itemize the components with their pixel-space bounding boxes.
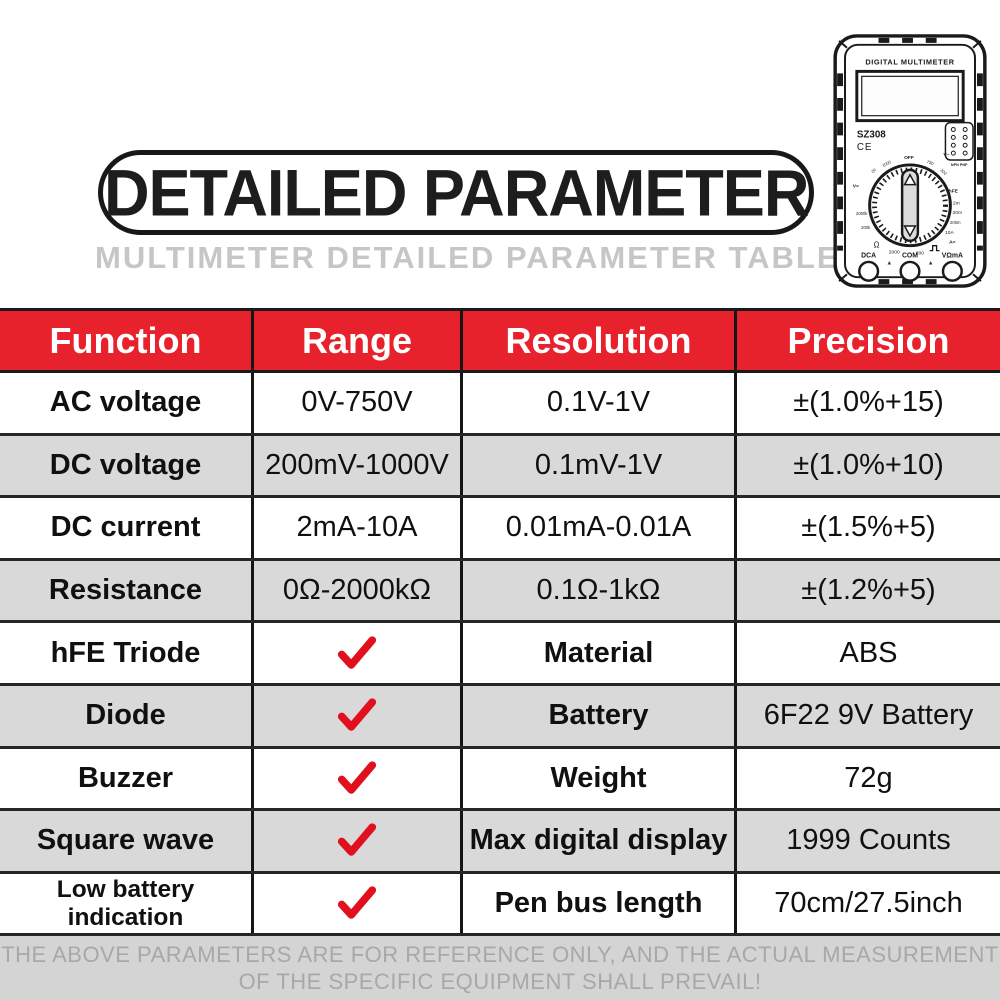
cell-spec-label: Weight — [463, 748, 737, 809]
table-header-row: Function Range Resolution Precision — [0, 308, 1000, 373]
meter-model-label: SZ308 — [857, 129, 886, 140]
dial-label: hFE — [949, 189, 959, 195]
column-header-precision: Precision — [787, 319, 950, 361]
column-header-resolution: Resolution — [463, 311, 737, 370]
cell-supported — [254, 685, 463, 746]
cell-range: 200mV-1000V — [254, 435, 463, 496]
disclaimer-footer: THE ABOVE PARAMETERS ARE FOR REFERENCE O… — [0, 936, 1000, 1000]
cell-resolution: 0.1V-1V — [463, 373, 737, 433]
checkmark-icon — [337, 886, 377, 919]
cell-precision: ±(1.0%+10) — [793, 448, 944, 481]
transistor-socket — [944, 121, 974, 161]
dial-label: 200 — [916, 251, 924, 257]
disclaimer-line-1: THE ABOVE PARAMETERS ARE FOR REFERENCE O… — [1, 941, 999, 967]
cell-resolution: 0.1Ω-1kΩ — [463, 560, 737, 621]
table-row: Diode Battery 6F22 9V Battery — [0, 685, 1000, 749]
cell-function: Buzzer — [0, 748, 254, 809]
cell-spec-label: Pen bus length — [463, 873, 737, 934]
parameter-table: Function Range Resolution Precision AC v… — [0, 308, 1000, 937]
table-row: Square wave Max digital display 1999 Cou… — [0, 811, 1000, 874]
cell-function: Diode — [0, 685, 254, 746]
checkmark-icon — [337, 635, 377, 669]
checkmark-icon — [337, 823, 377, 857]
cell-spec-value: 6F22 9V Battery — [763, 699, 974, 732]
cell-precision: ±(1.0%+15) — [793, 386, 944, 419]
cell-supported — [254, 748, 463, 809]
page-subtitle: MULTIMETER DETAILED PARAMETER TABLE — [95, 240, 840, 275]
dial-label: 20m — [952, 210, 962, 216]
dial-label: V~ — [943, 152, 949, 158]
dial-label: 2000 — [889, 250, 900, 256]
dial-label: V= — [853, 184, 859, 190]
dial-label: 200k — [861, 225, 871, 230]
cell-range: 0Ω-2000kΩ — [254, 560, 463, 621]
dial-label: 200 — [939, 167, 948, 176]
ce-mark: CE — [857, 142, 873, 153]
cell-range: 0V-750V — [254, 373, 463, 433]
jack-hole — [858, 260, 880, 282]
disclaimer-line-2: OF THE SPECIFIC EQUIPMENT SHALL PREVAIL! — [238, 968, 762, 994]
cell-spec-value: ABS — [839, 636, 898, 669]
cell-function: Low battery indication — [0, 873, 254, 934]
socket-label: NPN PNP — [951, 163, 968, 167]
table-row: AC voltage 0V-750V 0.1V-1V ±(1.0%+15) — [0, 373, 1000, 436]
dial-label: 750 — [926, 159, 935, 167]
jack-hole — [899, 260, 921, 282]
table-row: DC voltage 200mV-1000V 0.1mV-1V ±(1.0%+1… — [0, 435, 1000, 499]
table-row: hFE Triode Material ABS — [0, 623, 1000, 686]
dial-label: Ω — [874, 241, 880, 250]
dial-label: 1000 — [881, 159, 892, 168]
jack-label-vohmma: VΩmA — [942, 253, 963, 260]
lcd-display — [855, 69, 965, 123]
cell-resolution: 0.01mA-0.01A — [463, 498, 737, 558]
cell-function: Square wave — [0, 811, 254, 871]
dial-label: A= — [949, 240, 956, 246]
dial-label: OFF — [904, 155, 914, 161]
rotary-dial — [868, 163, 952, 252]
cell-precision: ±(1.2%+5) — [801, 574, 936, 607]
title-pill: DETAILED PARAMETER — [98, 150, 814, 235]
checkmark-icon — [337, 698, 377, 732]
page-title: DETAILED PARAMETER — [103, 155, 809, 230]
cell-spec-label: Max digital display — [463, 811, 737, 871]
table-row: Buzzer Weight 72g — [0, 748, 1000, 812]
cell-spec-value: 1999 Counts — [786, 824, 951, 857]
cell-spec-label: Material — [463, 623, 737, 683]
table-row: Low battery indication Pen bus length 70… — [0, 873, 1000, 937]
dial-label: 10A — [945, 230, 954, 236]
cell-spec-label: Battery — [463, 685, 737, 746]
dial-label: 2000k — [856, 211, 868, 216]
dial-knob — [900, 168, 920, 242]
cell-function: Resistance — [0, 560, 254, 621]
checkmark-icon — [337, 761, 377, 794]
table-row: Resistance 0Ω-2000kΩ 0.1Ω-1kΩ ±(1.2%+5) — [0, 560, 1000, 624]
cell-resolution: 0.1mV-1V — [463, 435, 737, 496]
jack-hole — [941, 260, 963, 282]
cell-function: AC voltage — [0, 373, 254, 433]
meter-brand-label: DIGITAL MULTIMETER — [865, 57, 954, 66]
cell-function: hFE Triode — [0, 623, 254, 683]
dial-label: 20 — [870, 167, 877, 174]
table-row: DC current 2mA-10A 0.01mA-0.01A ±(1.5%+5… — [0, 498, 1000, 561]
cell-supported — [254, 873, 463, 934]
cell-function: DC current — [0, 498, 254, 558]
jack-label-com: COM — [902, 253, 918, 260]
input-jacks: DCA COM VΩmA ▲ ▲ — [858, 253, 963, 282]
warning-triangle-icon: ▲ — [886, 260, 892, 266]
cell-function: DC voltage — [0, 435, 254, 496]
warning-triangle-icon: ▲ — [928, 260, 934, 266]
column-header-range: Range — [254, 311, 463, 370]
square-wave-glyph — [929, 245, 940, 252]
column-header-function: Function — [0, 311, 254, 370]
jack-label-dca: DCA — [861, 253, 876, 260]
cell-supported — [254, 623, 463, 683]
dial-label: 200m — [950, 220, 961, 225]
cell-precision: ±(1.5%+5) — [801, 511, 936, 544]
cell-supported — [254, 811, 463, 871]
cell-spec-value: 70cm/27.5inch — [774, 887, 963, 920]
cell-range: 2mA-10A — [254, 498, 463, 558]
multimeter-illustration: DIGITAL MULTIMETER SZ308 CE NPN PNP 1000 — [833, 34, 987, 288]
dial-label: 2m — [953, 200, 960, 206]
cell-spec-value: 72g — [844, 761, 893, 794]
